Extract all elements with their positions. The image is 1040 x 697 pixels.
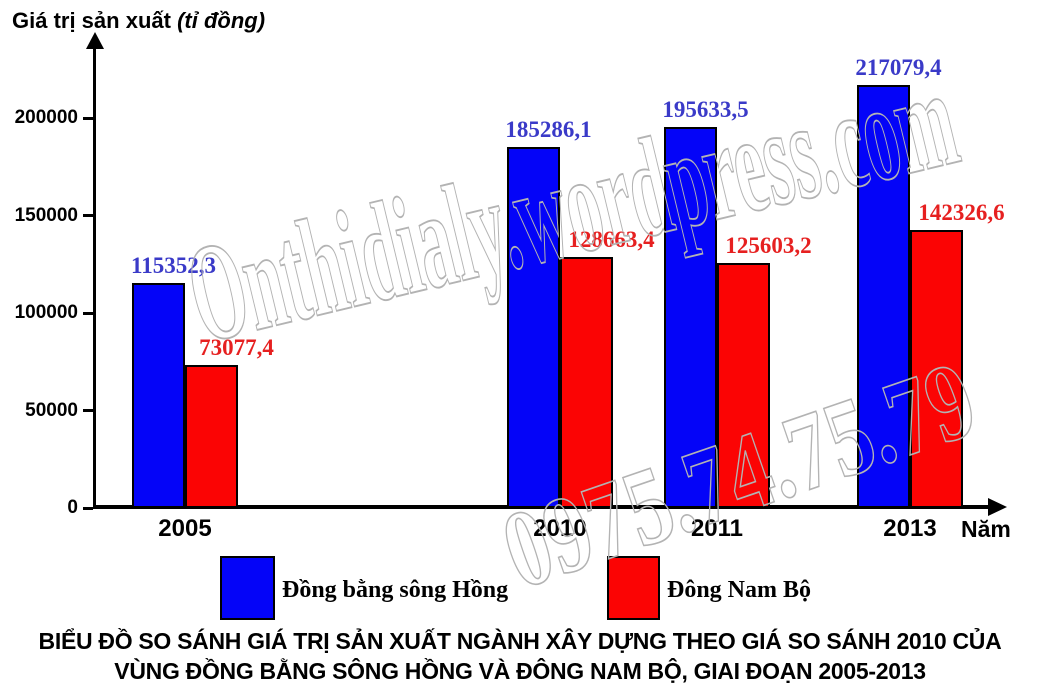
y-axis-arrow-icon	[86, 32, 104, 49]
y-axis-line	[93, 46, 96, 508]
x-category-label-2005: 2005	[158, 515, 212, 542]
chart-title: BIỂU ĐỒ SO SÁNH GIÁ TRỊ SẢN XUẤT NGÀNH X…	[0, 626, 1040, 686]
y-axis-title: Giá trị sản xuất (tỉ đồng)	[12, 8, 265, 34]
bar-hong-2013	[857, 85, 910, 508]
y-tick-mark-150000	[83, 214, 93, 217]
x-category-label-2013: 2013	[883, 515, 937, 542]
bar-hong-2010	[507, 147, 560, 508]
y-tick-mark-0	[83, 506, 93, 510]
legend-swatch-dong-nam-bo	[607, 556, 660, 620]
value-label-dnb-2010: 128663,4	[568, 227, 655, 252]
bar-dnb-2011	[717, 263, 770, 508]
chart-title-line-1: BIỂU ĐỒ SO SÁNH GIÁ TRỊ SẢN XUẤT NGÀNH X…	[38, 628, 1002, 654]
y-tick-label-100000: 100000	[14, 302, 78, 323]
legend-swatch-dong-bang-song-hong	[220, 556, 275, 620]
x-category-label-2010: 2010	[533, 515, 587, 542]
x-axis-arrow-icon	[988, 498, 1007, 516]
y-axis-unit: (tỉ đồng)	[177, 8, 266, 33]
value-label-hong-2005: 115352,3	[131, 253, 216, 278]
legend-label-dong-nam-bo: Đông Nam Bộ	[667, 577, 812, 603]
value-label-dnb-2005: 73077,4	[199, 335, 274, 360]
bar-dnb-2013	[910, 230, 963, 508]
y-axis-title-text: Giá trị sản xuất	[12, 8, 171, 33]
bar-dnb-2010	[560, 257, 613, 508]
bar-hong-2005	[132, 283, 185, 508]
y-tick-label-0: 0	[67, 497, 78, 518]
x-category-label-2011: 2011	[690, 515, 744, 542]
y-tick-label-200000: 200000	[14, 107, 78, 128]
value-label-hong-2010: 185286,1	[505, 117, 592, 142]
y-tick-mark-100000	[83, 311, 93, 315]
value-label-dnb-2013: 142326,6	[918, 200, 1005, 225]
chart-title-line-2: VÙNG ĐỒNG BẰNG SÔNG HỒNG VÀ ĐÔNG NAM BỘ,…	[114, 658, 926, 684]
legend-label-dong-bang-song-hong: Đồng bằng sông Hồng	[282, 577, 509, 603]
value-label-hong-2013: 217079,4	[855, 55, 942, 80]
y-tick-mark-200000	[83, 116, 93, 120]
value-label-hong-2011: 195633,5	[662, 97, 749, 122]
y-tick-label-150000: 150000	[14, 204, 78, 226]
bar-hong-2011	[664, 127, 717, 508]
bar-dnb-2005	[185, 365, 238, 508]
x-axis-title: Năm	[961, 516, 1011, 542]
value-label-dnb-2011: 125603,2	[725, 233, 812, 258]
y-tick-mark-50000	[83, 409, 93, 412]
y-tick-label-50000: 50000	[25, 399, 78, 421]
